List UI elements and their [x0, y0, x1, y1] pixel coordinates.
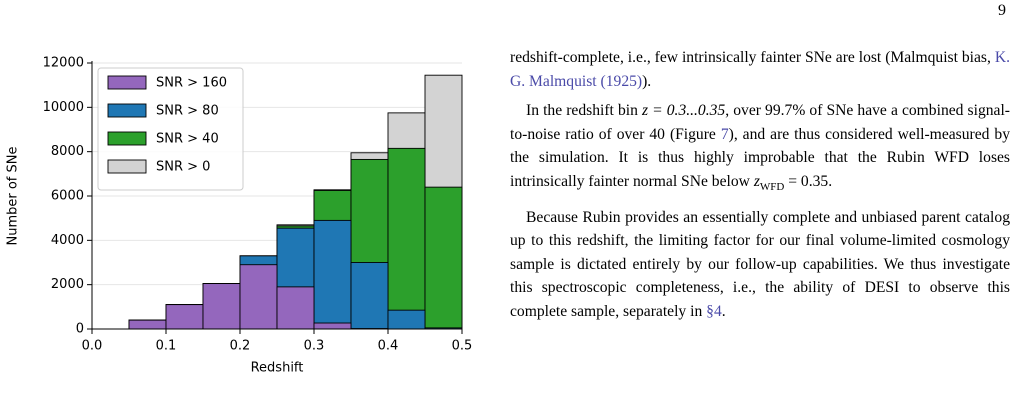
- y-tick-label: 8000: [51, 144, 84, 159]
- page-number: 9: [998, 2, 1006, 19]
- bar: [313, 322, 352, 330]
- section-ref[interactable]: §4: [706, 303, 722, 321]
- legend-swatch: [107, 75, 147, 90]
- legend-label: SNR > 0: [156, 160, 210, 175]
- x-axis-label: Redshift: [251, 361, 304, 376]
- y-tick-label: 0: [76, 322, 84, 337]
- x-tick-label: 0.2: [230, 339, 251, 354]
- text: ), and are thus considered well-measured…: [510, 125, 1010, 190]
- y-tick-label: 12000: [43, 56, 84, 71]
- text: ).: [642, 72, 652, 90]
- chart: 0 2000 4000 6000 8000 10000 12000 0.0 0.1 0.2 0.3 0…: [6, 56, 473, 376]
- bar: [424, 186, 463, 330]
- text: In the redshift bin: [526, 102, 642, 120]
- math: z = 0.3...0.35: [641, 102, 726, 120]
- y-axis-label: Number of SNe: [6, 147, 21, 246]
- y-tick-label: 6000: [51, 189, 84, 204]
- bar: [313, 219, 352, 330]
- bar: [387, 147, 426, 330]
- text: , over 99.7% of SNe have a combined sign…: [510, 102, 1010, 143]
- bar: [202, 283, 241, 330]
- legend-label: SNR > 80: [156, 104, 219, 119]
- legend-label: SNR > 160: [156, 76, 227, 91]
- bar: [350, 262, 389, 330]
- legend-swatch: [107, 131, 147, 146]
- citation[interactable]: K. G. Malmquist (1925): [510, 49, 1010, 90]
- bar: [239, 264, 278, 330]
- legend-label: SNR > 40: [156, 132, 219, 147]
- legend-swatch: [107, 103, 147, 118]
- math: z: [753, 172, 760, 190]
- legend-swatch: [107, 159, 147, 174]
- bar: [128, 319, 167, 330]
- paragraph: In the redshift bin z = 0.3...0.35, over…: [510, 99, 1010, 199]
- y-tick-label: 2000: [51, 277, 84, 292]
- text: Because Rubin provides an essentially co…: [510, 208, 1010, 321]
- bar: [276, 286, 315, 330]
- paragraph: Because Rubin provides an essentially co…: [510, 206, 1010, 324]
- text: redshift-complete, i.e., few intrinsical…: [510, 49, 995, 66]
- x-tick-label: 0.4: [378, 339, 399, 354]
- y-tick-label: 4000: [51, 233, 84, 248]
- x-tick-label: 0.3: [304, 339, 325, 354]
- text: .: [721, 303, 726, 321]
- y-tick-label: 10000: [43, 100, 84, 115]
- subscript: WFD: [759, 181, 785, 194]
- x-tick-label: 0.5: [452, 339, 473, 354]
- text: = 0.35.: [784, 172, 833, 190]
- bar: [387, 309, 426, 330]
- bar: [165, 304, 204, 330]
- figure-ref[interactable]: 7: [720, 125, 729, 143]
- x-tick-label: 0.1: [156, 339, 177, 354]
- paragraph: redshift-complete, i.e., few intrinsical…: [510, 46, 1010, 93]
- text-column: redshift-complete, i.e., few intrinsical…: [510, 46, 1010, 330]
- x-tick-label: 0.0: [82, 339, 103, 354]
- legend-box: [97, 67, 244, 191]
